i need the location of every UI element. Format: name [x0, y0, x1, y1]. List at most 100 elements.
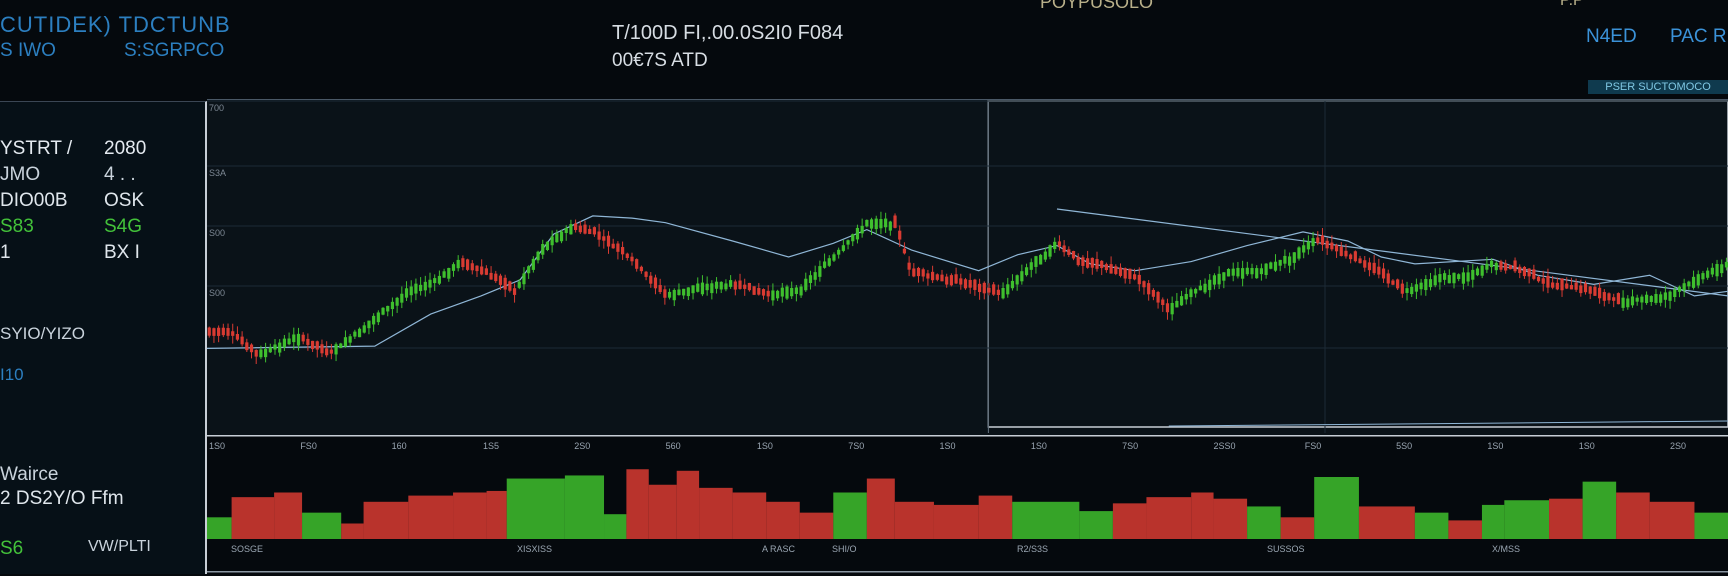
candle-body — [686, 287, 690, 297]
candle-body — [1536, 276, 1541, 282]
volume-bar — [699, 487, 733, 539]
candle-body — [625, 253, 629, 258]
candle-body — [1475, 268, 1480, 276]
candle-body — [1151, 289, 1155, 297]
candle-body — [1668, 291, 1672, 301]
candle-body — [1236, 267, 1240, 277]
candle-body — [700, 282, 705, 295]
candle-body — [1433, 275, 1437, 286]
candle-body — [559, 231, 564, 242]
candle-body — [522, 273, 526, 285]
candle-body — [1334, 245, 1339, 252]
candle-body — [386, 305, 390, 312]
candle-body — [1715, 263, 1719, 277]
sidebar-value: 2080 — [104, 138, 147, 159]
candle-body — [414, 283, 418, 294]
volume-tick-label: SHI/O — [832, 544, 857, 554]
candle-body — [1574, 282, 1578, 290]
candle-body — [653, 277, 658, 289]
volume-tick-label: X/MSS — [1492, 544, 1520, 554]
volume-bar — [1549, 498, 1583, 539]
candle-body — [409, 286, 413, 296]
candle-body — [818, 266, 822, 277]
candle-body — [1701, 273, 1705, 280]
candle-body — [1565, 283, 1569, 289]
chart-area[interactable]: 700 S3A S00 S00 1S0 FS0 160 1S5 2S0 560 1S0 7S0 1S0… — [207, 99, 1728, 573]
sidebar-value: OSK — [104, 190, 145, 211]
volume-bar — [506, 478, 565, 539]
candle-body — [1226, 269, 1231, 277]
candle-body — [996, 289, 1000, 296]
candle-body — [747, 282, 752, 291]
candle-body — [1297, 247, 1301, 259]
candle-body — [738, 280, 742, 289]
volume-bar — [363, 501, 409, 539]
volume-bar — [766, 501, 800, 539]
candle-body — [329, 349, 333, 354]
candle-body — [489, 272, 493, 280]
candle-body — [1179, 296, 1184, 306]
candle-body — [1086, 258, 1090, 268]
chart-title: T/100D FI,.00.0S2I0 F084 — [612, 22, 844, 44]
candle-body — [921, 269, 925, 277]
candle-body — [1147, 283, 1151, 295]
candle-body — [841, 245, 845, 251]
sidebar-label: DIO00B — [0, 190, 68, 211]
moving-average-line — [207, 215, 1728, 349]
candle-body — [1024, 267, 1029, 276]
volume-bar — [1247, 506, 1281, 539]
candle-body — [1457, 274, 1461, 280]
candle-body — [1142, 281, 1146, 288]
candle-body — [1447, 275, 1451, 284]
candle-body — [874, 218, 878, 230]
candle-body — [785, 286, 789, 299]
nav-link-right[interactable]: PAC R — [1670, 26, 1727, 47]
candle-body — [536, 251, 540, 261]
candle-body — [564, 228, 568, 233]
candle-body — [1579, 285, 1583, 294]
candle-body — [597, 231, 601, 240]
candle-body — [804, 278, 808, 291]
sidebar-price-label: 2 DS2Y/O Ffm — [0, 488, 124, 509]
candle-body — [1499, 261, 1503, 270]
candle-body — [832, 254, 836, 261]
candle-body — [620, 247, 625, 255]
sidebar-label: JMO — [0, 164, 41, 185]
candle-body — [404, 288, 409, 298]
candle-body — [1532, 269, 1536, 279]
candle-body — [1184, 293, 1188, 300]
candle-body — [376, 312, 380, 323]
candle-body — [1165, 303, 1170, 313]
candle-body — [1461, 272, 1465, 284]
candle-body — [790, 287, 794, 297]
x-tick-label: FS0 — [1305, 441, 1322, 451]
x-tick-label: 560 — [666, 441, 681, 451]
nav-link-left[interactable]: N4ED — [1586, 26, 1637, 47]
candle-body — [226, 328, 230, 336]
candle-body — [1527, 268, 1531, 277]
candle-body — [292, 334, 296, 343]
volume-bar — [1694, 512, 1728, 539]
candle-body — [550, 236, 554, 246]
candle-body — [1635, 297, 1639, 302]
sidebar-w-label: Wairce — [0, 464, 59, 485]
candle-body — [1095, 259, 1099, 269]
brand-title: CUTIDEK) TDCTUNB — [0, 12, 231, 37]
candle-body — [1349, 254, 1353, 260]
candle-body — [1306, 241, 1310, 250]
candle-body — [696, 283, 700, 292]
candle-body — [461, 258, 465, 268]
candle-body — [1710, 267, 1714, 275]
candle-body — [1198, 285, 1202, 291]
candle-body — [1654, 293, 1658, 303]
candle-body — [555, 233, 559, 243]
candle-body — [729, 280, 733, 287]
candle-body — [757, 287, 761, 295]
candle-body — [1494, 262, 1498, 271]
candle-body — [1593, 286, 1597, 296]
candle-body — [1287, 256, 1292, 266]
candle-body — [1485, 263, 1489, 270]
candle-body — [1588, 286, 1592, 294]
candle-body — [527, 266, 531, 274]
